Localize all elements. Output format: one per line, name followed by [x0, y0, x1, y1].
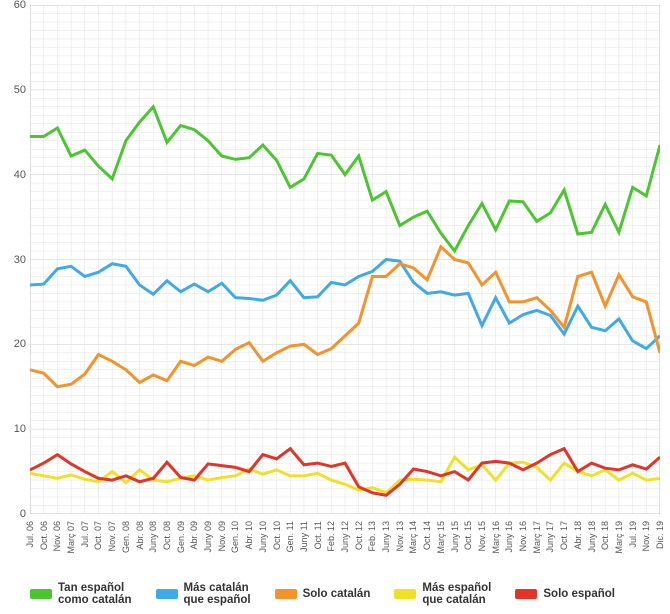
- legend-label: Tan españolcomo catalán: [58, 582, 132, 606]
- line-chart: 0 10 20 30 40 50 60 Jul. 06 Oct. 06Nov. 06 Març …: [0, 0, 670, 614]
- x-tick: Juny 15: [450, 521, 460, 553]
- x-tick: Dic. 19: [655, 521, 665, 549]
- x-tick: Abr. 10: [244, 521, 254, 550]
- x-tick: Juny 11: [299, 521, 309, 552]
- legend-item-mas_esp_que_cat: Más españolque catalán: [394, 582, 491, 606]
- x-axis: Jul. 06Oct. 06Nov. 06Març 07Jul. 07Oct. …: [30, 517, 660, 557]
- y-axis: 0102030405060: [0, 5, 30, 514]
- legend-label: Solo catalán: [303, 588, 371, 600]
- y-tick: 30: [14, 254, 26, 266]
- x-tick: Juny 16: [504, 521, 514, 553]
- x-tick: Març 17: [532, 521, 542, 554]
- legend-swatch: [275, 589, 297, 599]
- x-tick: Març 19: [614, 521, 624, 554]
- legend-label: Solo español: [543, 588, 615, 600]
- legend-swatch: [156, 589, 178, 599]
- x-tick: Oct. 15: [463, 521, 473, 550]
- x-tick: Abr. 18: [573, 521, 583, 550]
- x-tick: Oct. 18: [600, 521, 610, 550]
- x-tick: Nov. 19: [641, 521, 651, 551]
- y-tick: 50: [14, 84, 26, 96]
- x-tick: Març 16: [491, 521, 501, 554]
- x-tick: Jul. 19: [628, 521, 638, 548]
- x-tick: Març 15: [436, 521, 446, 554]
- legend-item-solo_espanol: Solo español: [515, 582, 615, 606]
- x-tick: Oct. 10: [272, 521, 282, 550]
- legend-swatch: [30, 589, 52, 599]
- y-tick: 20: [14, 338, 26, 350]
- x-tick: Març 07: [66, 521, 76, 554]
- x-tick: Març 14: [408, 521, 418, 554]
- legend-item-tan_esp_como_cat: Tan españolcomo catalán: [30, 582, 132, 606]
- x-tick: Jul. 06: [25, 521, 35, 548]
- legend-swatch: [515, 589, 537, 599]
- y-tick: 40: [14, 169, 26, 181]
- x-tick: Oct. 11: [313, 521, 323, 549]
- x-tick: Nov. 15: [477, 521, 487, 551]
- x-tick: Nov. 16: [518, 521, 528, 551]
- x-tick: Abr. 09: [189, 521, 199, 550]
- x-tick: Jul. 07: [80, 521, 90, 548]
- x-tick: Juny 09: [203, 521, 213, 553]
- chart-svg: [30, 5, 660, 514]
- x-tick: Oct. 12: [354, 521, 364, 550]
- x-tick: Abr. 08: [135, 521, 145, 550]
- x-tick: Feb. 12: [326, 521, 336, 552]
- x-tick: Gen. 10: [230, 521, 240, 553]
- x-tick: Juny 10: [258, 521, 268, 553]
- y-tick: 60: [14, 0, 26, 11]
- x-tick: Juny 13: [381, 521, 391, 553]
- legend-label: Más españolque catalán: [422, 582, 491, 606]
- x-tick: Nov. 09: [217, 521, 227, 551]
- x-tick: Juny 08: [148, 521, 158, 553]
- y-tick: 0: [20, 508, 26, 520]
- y-tick: 10: [14, 423, 26, 435]
- x-tick: Oct. 14: [422, 521, 432, 550]
- x-tick: Oct. 07: [93, 521, 103, 550]
- x-tick: Nov. 07: [107, 521, 117, 551]
- x-tick: Juny 12: [340, 521, 350, 553]
- legend-label: Más catalánque español: [184, 582, 251, 606]
- legend-swatch: [394, 589, 416, 599]
- x-tick: Oct. 17: [559, 521, 569, 550]
- x-tick: Juny 18: [587, 521, 597, 553]
- x-tick: Gen. 09: [176, 521, 186, 553]
- x-tick: Gen. 11: [285, 521, 295, 552]
- plot-area: [30, 5, 660, 514]
- x-tick: Nov. 06: [52, 521, 62, 551]
- x-tick: Juny 17: [545, 521, 555, 553]
- legend-item-mas_cat_que_esp: Más catalánque español: [156, 582, 251, 606]
- legend: Tan españolcomo catalán Más catalánque es…: [30, 582, 660, 606]
- x-tick: Oct. 08: [162, 521, 172, 550]
- x-tick: Feb. 13: [367, 521, 377, 552]
- legend-item-solo_catalan: Solo catalán: [275, 582, 371, 606]
- x-tick: Nov. 13: [395, 521, 405, 551]
- x-tick: Gen. 08: [121, 521, 131, 553]
- x-tick: Oct. 06: [39, 521, 49, 550]
